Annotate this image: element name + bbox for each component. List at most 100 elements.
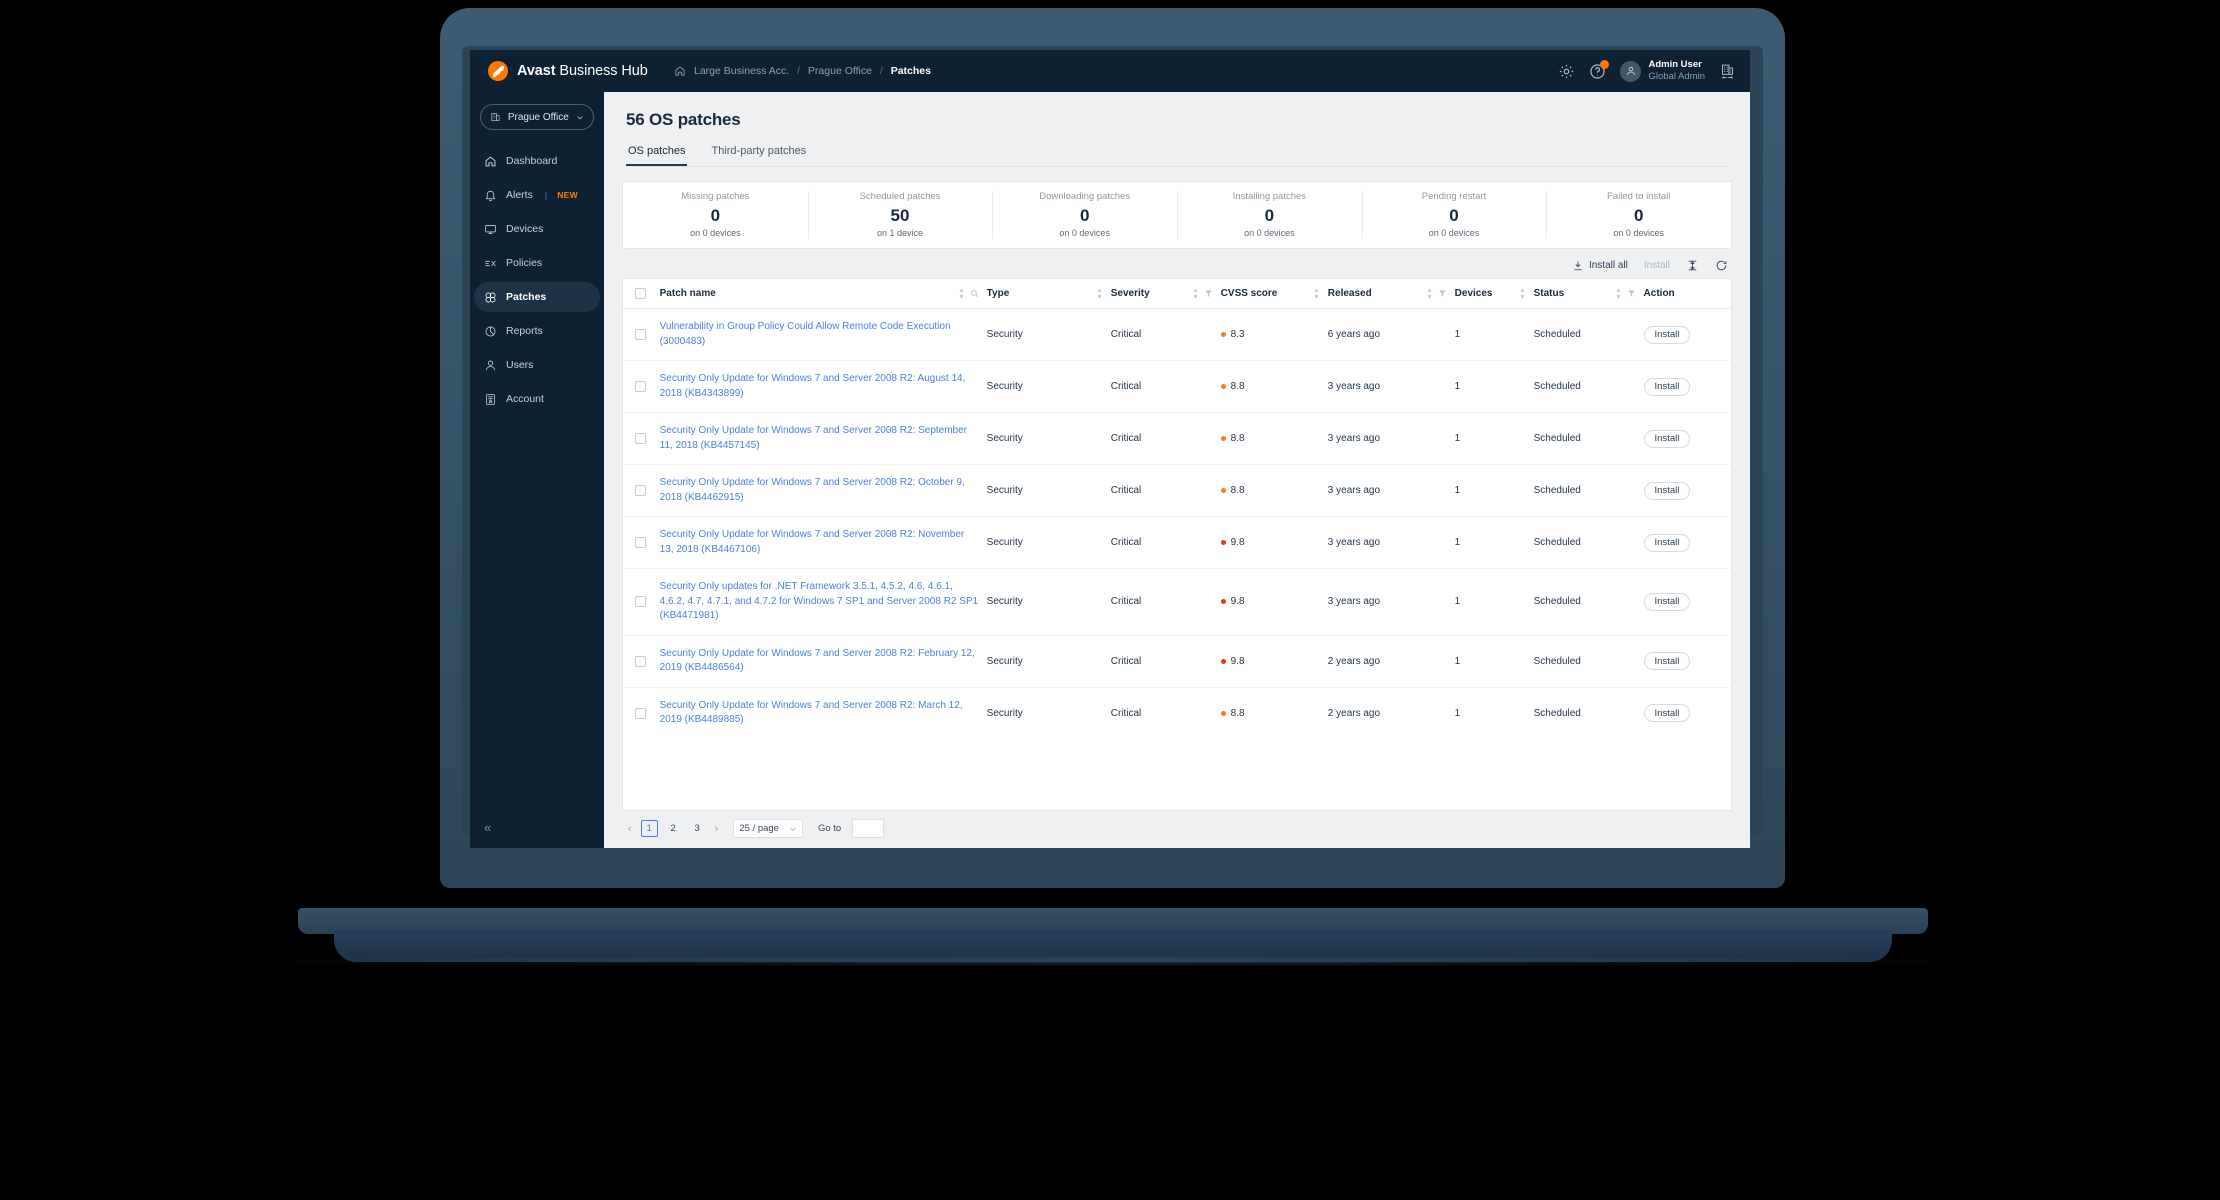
- column-header-patch-name[interactable]: Patch name: [659, 279, 987, 309]
- patch-name-link[interactable]: Security Only Update for Windows 7 and S…: [659, 699, 963, 726]
- sidebar-item-patches[interactable]: Patches: [474, 282, 600, 312]
- page-title: 56 OS patches: [626, 110, 741, 129]
- patches-icon: [485, 292, 496, 302]
- avatar: [1620, 60, 1642, 82]
- cvss-value: 8.3: [1230, 329, 1245, 340]
- pagination-page-1[interactable]: 1: [640, 820, 658, 837]
- column-header-status[interactable]: Status: [1533, 279, 1644, 309]
- pagination-prev[interactable]: ‹: [628, 822, 632, 835]
- sidebar-collapse-button[interactable]: «: [470, 821, 604, 834]
- building-switch-icon[interactable]: [1719, 63, 1736, 80]
- row-checkbox[interactable]: [635, 485, 646, 496]
- sort-icon[interactable]: [1192, 288, 1199, 299]
- brand-light: Business Hub: [555, 63, 648, 79]
- select-all-checkbox[interactable]: [635, 288, 646, 299]
- pagination-page-2[interactable]: 2: [670, 823, 676, 834]
- column-header-cvss-score[interactable]: CVSS score: [1220, 279, 1328, 309]
- refresh-icon[interactable]: [1715, 259, 1728, 272]
- install-all-button[interactable]: Install all: [1572, 260, 1628, 272]
- stat-value: 0: [1264, 205, 1275, 225]
- row-install-button[interactable]: Install: [1643, 377, 1691, 396]
- row-checkbox[interactable]: [635, 433, 646, 444]
- pagination-page-3[interactable]: 3: [694, 823, 700, 834]
- severity-dot-icon: [1220, 436, 1226, 441]
- patch-name-link[interactable]: Security Only Update for Windows 7 and S…: [659, 425, 968, 451]
- page-size-select[interactable]: 25 / page: [733, 819, 803, 838]
- sidebar-item-policies[interactable]: Policies: [474, 248, 600, 278]
- patch-name-link[interactable]: Security Only Update for Windows 7 and S…: [659, 529, 965, 555]
- sort-icon[interactable]: [958, 288, 965, 299]
- status-cell: Scheduled: [1533, 360, 1644, 413]
- column-header-severity[interactable]: Severity: [1110, 279, 1221, 309]
- stat-value: 0: [1449, 205, 1459, 225]
- row-install-button[interactable]: Install: [1643, 325, 1691, 344]
- sidebar-item-label: Policies: [506, 257, 543, 269]
- filter-icon[interactable]: [1438, 289, 1447, 298]
- sort-icon[interactable]: [1615, 288, 1622, 299]
- user-menu[interactable]: Admin User Global Admin: [1620, 59, 1705, 83]
- top-bar: Avast Business Hub Large Business Acc. /…: [470, 50, 1750, 92]
- patch-name-link[interactable]: Security Only Update for Windows 7 and S…: [659, 477, 965, 503]
- tab-os-patches[interactable]: OS patches: [626, 145, 688, 166]
- sidebar-item-reports[interactable]: Reports: [474, 316, 600, 346]
- patch-name-link[interactable]: Vulnerability in Group Policy Could Allo…: [659, 321, 951, 347]
- row-checkbox[interactable]: [635, 655, 646, 667]
- filter-icon[interactable]: [1627, 289, 1636, 298]
- brand-logo[interactable]: Avast Business Hub: [488, 61, 662, 81]
- sidebar-item-dashboard[interactable]: Dashboard: [474, 146, 600, 176]
- stat-label: Pending restart: [1421, 191, 1487, 203]
- patch-name-link[interactable]: Security Only Update for Windows 7 and S…: [659, 647, 975, 674]
- row-checkbox[interactable]: [635, 537, 646, 548]
- action-cell: Install: [1643, 687, 1731, 739]
- office-selector[interactable]: Prague Office: [480, 104, 594, 130]
- column-header-type[interactable]: Type: [986, 279, 1111, 309]
- row-checkbox[interactable]: [635, 707, 646, 719]
- search-icon[interactable]: [970, 289, 979, 298]
- sort-icon[interactable]: [1519, 288, 1526, 299]
- sidebar-item-label: Dashboard: [506, 155, 558, 167]
- sort-icon[interactable]: [1096, 288, 1103, 299]
- row-install-button[interactable]: Install: [1643, 533, 1691, 552]
- avast-logo-icon: [488, 61, 508, 81]
- stat-label: Installing patches: [1232, 191, 1307, 203]
- row-checkbox[interactable]: [635, 596, 646, 608]
- patch-name-cell: Security Only Update for Windows 7 and S…: [659, 464, 987, 517]
- table-header-row: Patch name Type: [623, 279, 1731, 309]
- sidebar-item-account[interactable]: Account: [474, 384, 600, 414]
- brand-title: Avast Business Hub: [517, 63, 648, 79]
- patch-name-cell: Security Only Update for Windows 7 and S…: [659, 516, 987, 569]
- column-header-released[interactable]: Released: [1327, 279, 1455, 309]
- row-checkbox[interactable]: [635, 329, 646, 340]
- severity-dot-icon: [1220, 384, 1226, 389]
- pagination-next[interactable]: ›: [714, 822, 719, 835]
- column-header-devices[interactable]: Devices: [1454, 279, 1534, 309]
- column-width-icon[interactable]: [1686, 259, 1699, 272]
- table-row: Security Only Update for Windows 7 and S…: [623, 687, 1731, 739]
- row-install-button[interactable]: Install: [1643, 704, 1691, 722]
- cvss-score-cell: 8.8: [1220, 412, 1328, 465]
- row-install-button[interactable]: Install: [1643, 481, 1691, 500]
- help-button[interactable]: [1589, 59, 1610, 80]
- gear-icon[interactable]: [1558, 63, 1575, 80]
- sidebar-item-label: Reports: [506, 325, 543, 337]
- sort-icon[interactable]: [1426, 288, 1433, 299]
- user-name: Admin User: [1648, 59, 1702, 71]
- devices-cell: 1: [1454, 360, 1534, 413]
- patch-name-link[interactable]: Security Only Update for Windows 7 and S…: [659, 373, 966, 399]
- row-install-button[interactable]: Install: [1643, 592, 1691, 611]
- breadcrumb-item-0[interactable]: Large Business Acc.: [694, 65, 790, 77]
- row-checkbox[interactable]: [635, 381, 646, 392]
- breadcrumb-item-1[interactable]: Prague Office: [807, 65, 872, 77]
- sidebar-item-users[interactable]: Users: [474, 350, 600, 380]
- goto-input[interactable]: [852, 819, 885, 838]
- patch-name-link[interactable]: Security Only updates for .NET Framework…: [659, 581, 979, 621]
- sidebar-item-devices[interactable]: Devices: [474, 214, 600, 244]
- released-cell: 3 years ago: [1327, 568, 1455, 636]
- pagination: ‹ 1 2 3 › 25 / page Go to: [604, 811, 1750, 848]
- row-install-button[interactable]: Install: [1643, 652, 1691, 670]
- row-install-button[interactable]: Install: [1643, 429, 1691, 448]
- tab-third-party-patches[interactable]: Third-party patches: [711, 145, 807, 157]
- sort-icon[interactable]: [1313, 288, 1320, 299]
- sidebar-item-alerts[interactable]: Alerts | NEW: [474, 180, 600, 210]
- filter-icon[interactable]: [1204, 289, 1213, 298]
